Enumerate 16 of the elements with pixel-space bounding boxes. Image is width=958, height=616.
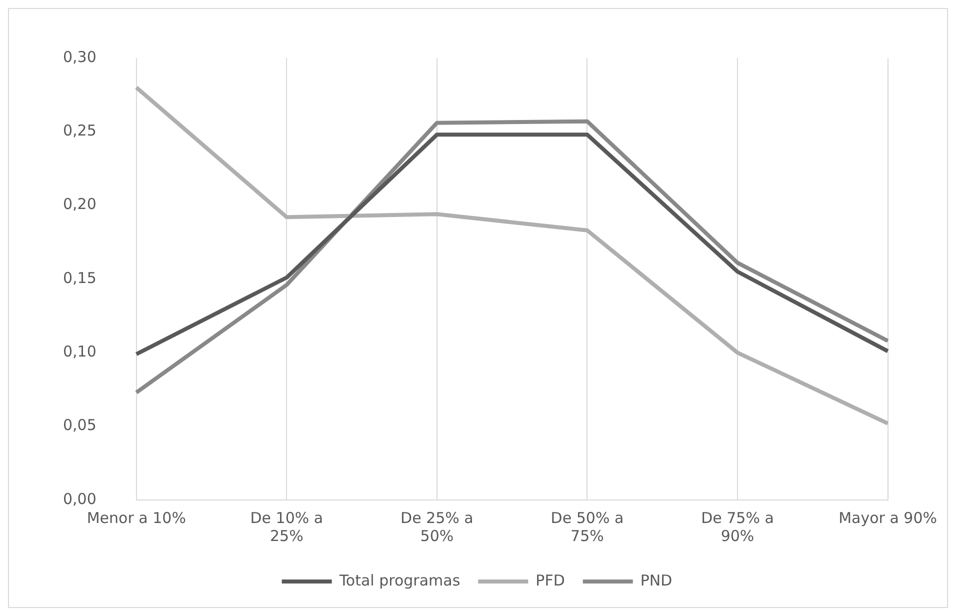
x-tick-label: De 50% a 75% — [550, 508, 624, 545]
legend-label: PND — [640, 571, 672, 590]
y-tick-label: 0,00 — [62, 490, 96, 508]
y-tick-label: 0,05 — [62, 416, 96, 434]
x-tick-label: De 10% a 25% — [250, 508, 324, 545]
x-tick-label: Menor a 10% — [86, 508, 186, 527]
legend-label: Total programas — [338, 571, 460, 590]
x-tick-label: De 75% a 90% — [701, 508, 774, 545]
legend-label: PFD — [536, 571, 565, 590]
y-tick-label: 0,15 — [62, 268, 96, 287]
y-tick-label: 0,10 — [62, 342, 96, 361]
y-tick-label: 0,30 — [62, 48, 96, 66]
x-tick-label: Mayor a 90% — [838, 508, 938, 527]
y-tick-label: 0,25 — [62, 122, 96, 140]
x-tick-label: De 25% a 50% — [400, 508, 474, 545]
y-tick-label: 0,20 — [62, 195, 96, 214]
